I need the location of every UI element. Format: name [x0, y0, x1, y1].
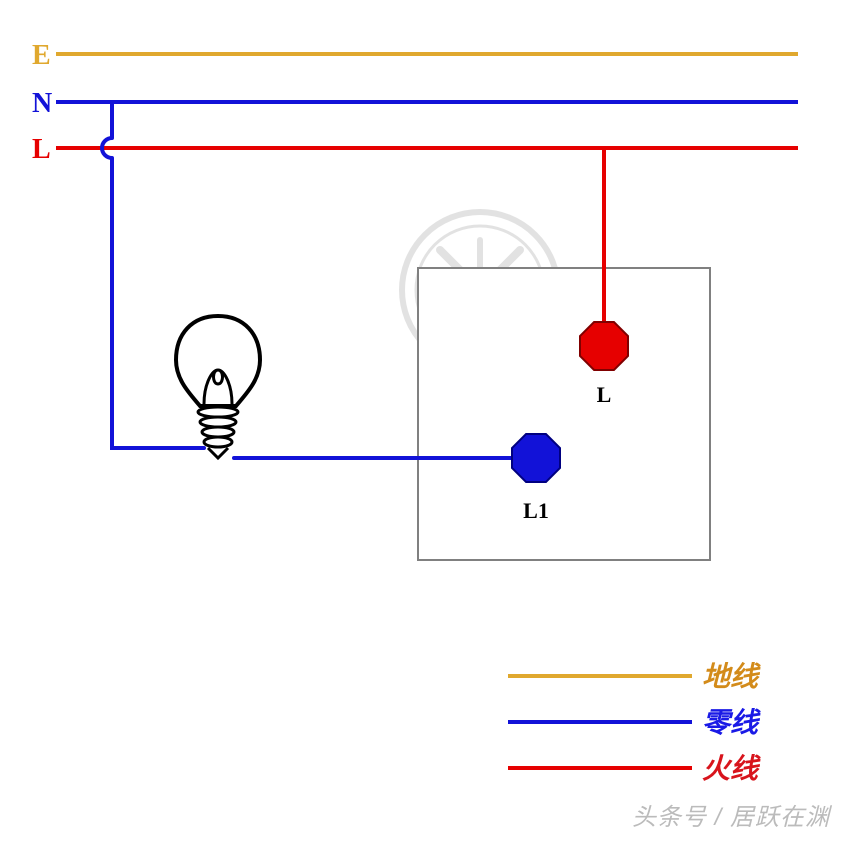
legend-label-2: 火线 [702, 753, 761, 785]
terminal-L1 [512, 434, 560, 482]
bus-label-N: N [32, 88, 52, 119]
terminal-L [580, 322, 628, 370]
switch-box [418, 268, 710, 560]
terminal-label-L1: L1 [523, 498, 549, 523]
bulb-icon [176, 316, 260, 458]
legend-label-1: 零线 [702, 707, 761, 739]
bus-label-L: L [32, 134, 51, 165]
wiring-diagram: ENLLL1地线地线零线零线火线火线 [0, 0, 850, 850]
legend-label-0: 地线 [702, 661, 761, 693]
wire-neutral-seg1 [112, 158, 204, 448]
terminal-label-L: L [597, 382, 612, 407]
bus-label-E: E [32, 40, 51, 71]
footer-credit: 头条号 / 居跃在渊 [632, 797, 830, 832]
